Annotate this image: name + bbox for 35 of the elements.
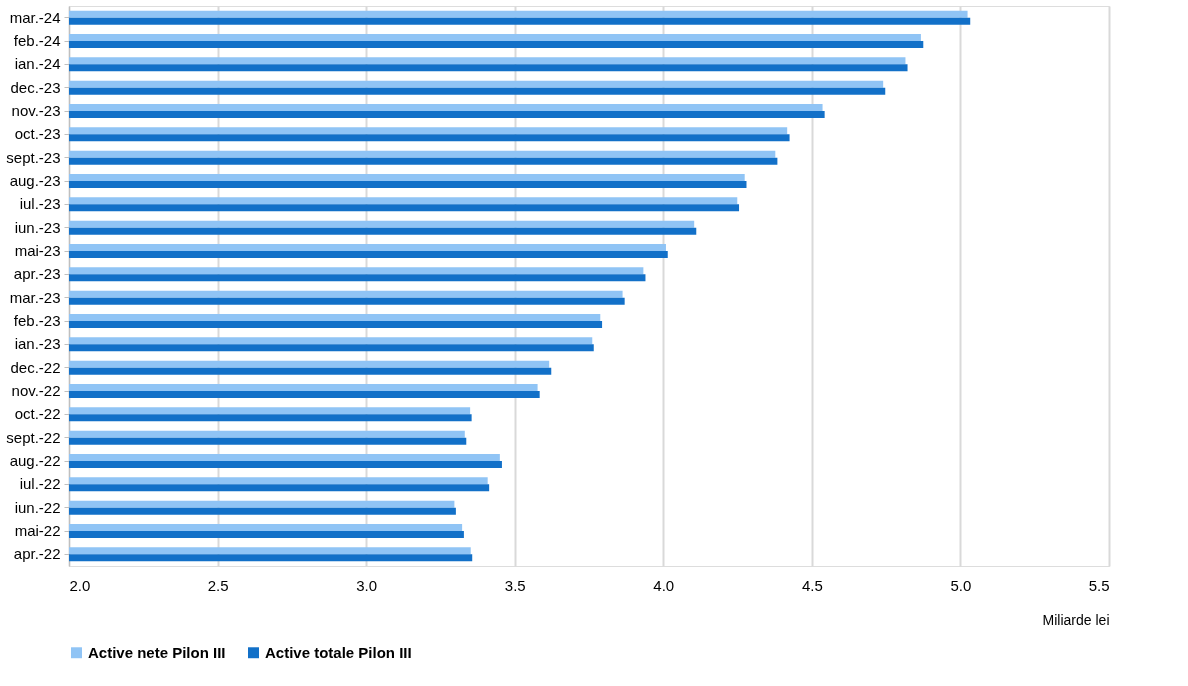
y-tick-label: apr.-22 [13, 545, 61, 563]
legend-label: Active totale Pilon III [265, 643, 412, 661]
y-tick-label: dec.-23 [10, 78, 61, 96]
x-axis-title: Miliarde lei [1042, 611, 1110, 628]
y-tick-label: mar.-24 [9, 8, 61, 26]
x-tick-label: 4.0 [653, 576, 675, 594]
y-tick-label: sept.-22 [6, 428, 61, 446]
x-tick-label: 4.5 [801, 576, 823, 594]
y-tick-label: sept.-23 [6, 148, 61, 166]
y-tick-label: iul.-23 [19, 195, 61, 213]
x-tick-label: 5.0 [950, 576, 972, 594]
x-tick-label: 2.0 [69, 576, 91, 594]
y-tick-label: dec.-22 [10, 358, 61, 376]
x-tick-label: 5.5 [1088, 576, 1110, 594]
y-tick-label: feb.-24 [13, 32, 61, 49]
y-tick-label: feb.-23 [13, 312, 61, 329]
y-tick-label: iul.-22 [19, 475, 61, 493]
y-tick-label: oct.-23 [14, 125, 61, 143]
y-tick-label: ian.-24 [14, 55, 61, 73]
y-tick-label: aug.-22 [9, 452, 61, 469]
y-tick-label: mai-22 [14, 522, 61, 539]
y-tick-label: aug.-23 [9, 172, 61, 189]
y-tick-label: mar.-23 [9, 288, 61, 306]
y-tick-label: apr.-23 [13, 265, 61, 283]
y-tick-label: ian.-23 [14, 335, 61, 353]
legend-label: Active nete Pilon III [88, 643, 226, 661]
y-tick-label: iun.-23 [14, 218, 61, 236]
y-tick-label: nov.-23 [11, 102, 61, 119]
y-tick-label: nov.-22 [11, 382, 61, 399]
y-tick-label: oct.-22 [14, 405, 61, 423]
x-tick-label: 2.5 [207, 576, 229, 594]
x-tick-label: 3.0 [356, 576, 378, 594]
x-tick-label: 3.5 [504, 576, 526, 594]
y-tick-label: iun.-22 [14, 498, 61, 516]
y-tick-label: mai-23 [14, 242, 61, 259]
